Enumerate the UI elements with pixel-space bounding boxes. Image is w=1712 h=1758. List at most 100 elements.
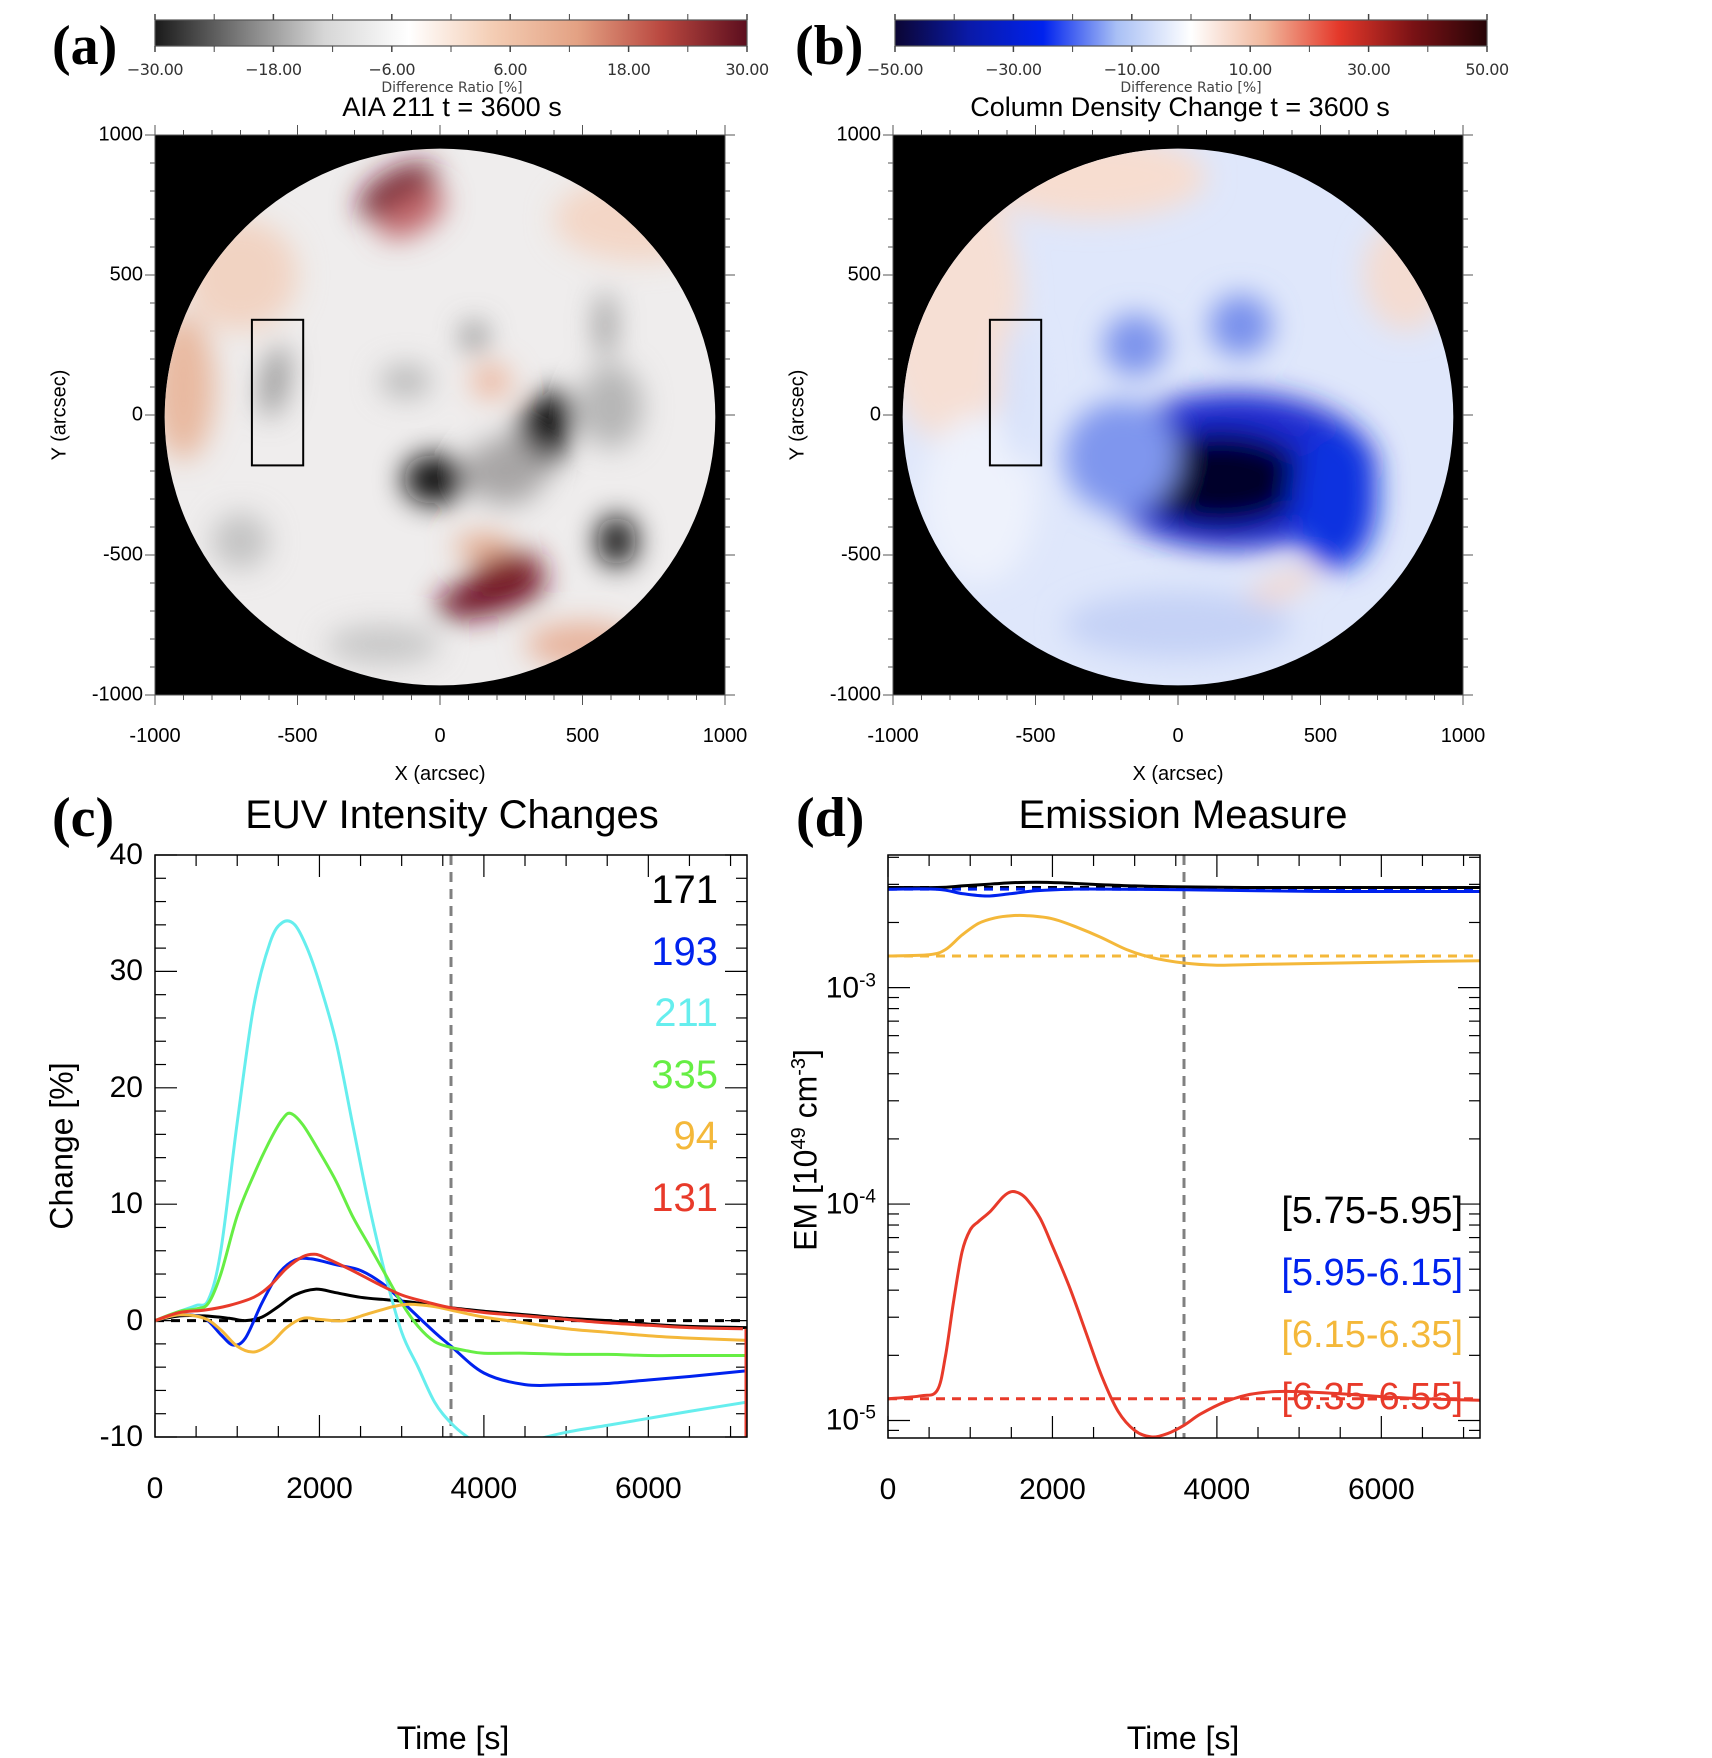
chart-c-series-94 — [155, 1302, 747, 1354]
chart-c-ytick-label: 30 — [109, 954, 143, 988]
ylabel-exp2: -3 — [787, 1057, 810, 1076]
chart-c-legend-item: 193 — [651, 929, 718, 974]
chart-d-series--6-15-6-35- — [888, 913, 1480, 967]
map-a-xtick-label: 500 — [565, 725, 600, 747]
colorbar-b-tick-label: −50.00 — [866, 60, 924, 79]
chart-c-xtick-label: 6000 — [614, 1472, 682, 1505]
chart-d-xtick-label: 0 — [879, 1473, 897, 1506]
chart-c-xlabel: Time [s] — [396, 1720, 510, 1756]
panel-c-letter: (c) — [52, 787, 115, 849]
chart-d-series--5-75-5-95- — [888, 880, 1480, 890]
chart-d-legend-item: [5.75-5.95] — [1281, 1190, 1463, 1232]
chart-d-ylabel: EM [1049 cm-3] — [788, 1049, 825, 1251]
chart-d-xlabel: Time [s] — [1126, 1720, 1240, 1756]
chart-c-title: EUV Intensity Changes — [245, 793, 659, 837]
map-a-xtick-label: -1000 — [129, 725, 181, 747]
colorbar-b-tick-label: 10.00 — [1228, 60, 1273, 79]
map-b-region-box — [988, 318, 1043, 467]
colorbar-a-tick-label: −6.00 — [368, 60, 416, 79]
map-a-ytick-label: -500 — [102, 543, 143, 566]
chart-c-legend-item: 94 — [673, 1114, 719, 1158]
map-b-ytick-label: -500 — [840, 543, 881, 566]
map-a-ytick-label: 0 — [131, 403, 143, 426]
ytick-base: 10 — [825, 971, 860, 1005]
map-a-ytick-label: 1000 — [98, 123, 144, 146]
chart-c-series-335 — [155, 1111, 747, 1358]
map-b-xtick-label: -500 — [1015, 725, 1056, 747]
ylabel-mid: cm — [787, 1075, 824, 1128]
chart-d-ytick-label: 10-4 — [826, 1187, 876, 1222]
chart-c-ytick-label: 0 — [126, 1303, 143, 1337]
map-a-title: AIA 211 t = 3600 s — [342, 92, 562, 122]
ytick-exp: -5 — [859, 1402, 876, 1424]
panel-d-letter: (d) — [796, 787, 865, 849]
colorbar-a-gradient — [154, 19, 748, 47]
chart-c-legend-item: 211 — [654, 991, 718, 1035]
map-a-xtick-label: -500 — [277, 725, 318, 747]
ylabel-exp1: 49 — [787, 1127, 810, 1150]
map-a-xlabel: X (arcsec) — [394, 763, 486, 785]
chart-c-series-211 — [155, 919, 747, 1437]
chart-c-xtick-label: 2000 — [286, 1472, 353, 1505]
map-b-xtick-label: -1000 — [867, 725, 919, 747]
colorbar-a-bar — [154, 14, 748, 52]
chart-d-ytick-label: 10-3 — [826, 970, 876, 1005]
chart-c-xtick-label: 0 — [146, 1472, 164, 1505]
colorbar-a-tick-label: −18.00 — [245, 60, 302, 79]
map-a-xtick-label: 0 — [434, 725, 446, 747]
map-b-ytick-label: -1000 — [829, 683, 881, 706]
panel-a-letter: (a) — [52, 15, 118, 77]
colorbar-a-tick-label: −30.00 — [126, 60, 184, 79]
ytick-base: 10 — [825, 1187, 860, 1221]
colorbar-b-bar — [894, 14, 1488, 52]
colorbar-a-tick-label: 18.00 — [606, 60, 651, 79]
map-b-ytick-label: 0 — [869, 403, 881, 426]
chart-c-legend-item: 131 — [651, 1175, 718, 1220]
map-b-xtick-label: 1000 — [1440, 725, 1486, 747]
chart-d-title: Emission Measure — [1018, 793, 1348, 837]
colorbar-a-label: Difference Ratio [%] — [381, 80, 523, 96]
chart-c-xtick-label: 4000 — [450, 1472, 518, 1505]
ylabel-prefix: EM [10 — [787, 1149, 824, 1251]
chart-d-series--6-35-6-55- — [888, 1190, 1480, 1438]
chart-d-xtick-label: 4000 — [1183, 1473, 1251, 1506]
chart-c-ytick-label: -10 — [99, 1420, 143, 1453]
map-b-ytick-label: 500 — [847, 263, 881, 286]
chart-c-legend-item: 171 — [651, 868, 718, 912]
chart-c-legend-item: 335 — [651, 1052, 718, 1097]
colorbar-a-tick-label: 30.00 — [725, 60, 769, 79]
chart-d-legend-item: [5.95-6.15] — [1281, 1252, 1463, 1294]
colorbar-b-label: Difference Ratio [%] — [1120, 80, 1262, 96]
chart-d-legend-item: [6.15-6.35] — [1281, 1314, 1463, 1356]
colorbar-b-tick-label: −10.00 — [1103, 60, 1161, 79]
map-a-xtick-label: 1000 — [702, 725, 748, 747]
chart-c-ytick-label: 40 — [109, 838, 143, 871]
chart-c-series-193 — [155, 1256, 747, 1388]
colorbar-a-tick-label: 6.00 — [493, 60, 527, 79]
chart-d-xtick-label: 6000 — [1347, 1473, 1415, 1506]
ylabel-suffix: ] — [787, 1049, 824, 1058]
map-b-ytick-label: 1000 — [836, 123, 882, 146]
colorbar-b-tick-label: −30.00 — [985, 60, 1042, 79]
ytick-base: 10 — [825, 1403, 860, 1437]
chart-c-series-131 — [155, 1252, 743, 1331]
ytick-exp: -3 — [859, 970, 876, 992]
map-b-xtick-label: 0 — [1172, 725, 1184, 747]
ytick-exp: -4 — [859, 1186, 876, 1208]
map-a-ytick-label: -1000 — [91, 683, 143, 706]
chart-d-series--5-95-6-15- — [888, 887, 1480, 898]
map-b-title: Column Density Change t = 3600 s — [970, 92, 1390, 122]
chart-c-ytick-label: 20 — [109, 1070, 143, 1104]
colorbar-b-tick-label: 50.00 — [1465, 60, 1509, 79]
map-b-image — [883, 125, 1473, 705]
panel-b-letter: (b) — [795, 15, 864, 77]
colorbar-b-gradient — [894, 19, 1488, 47]
chart-d-frame — [887, 854, 1481, 1439]
map-b-xtick-label: 500 — [1303, 725, 1338, 747]
map-a-ytick-label: 500 — [109, 263, 143, 286]
chart-c-series-171 — [155, 1287, 747, 1330]
chart-d-xtick-label: 2000 — [1019, 1473, 1086, 1506]
map-a-region-box — [250, 318, 305, 467]
